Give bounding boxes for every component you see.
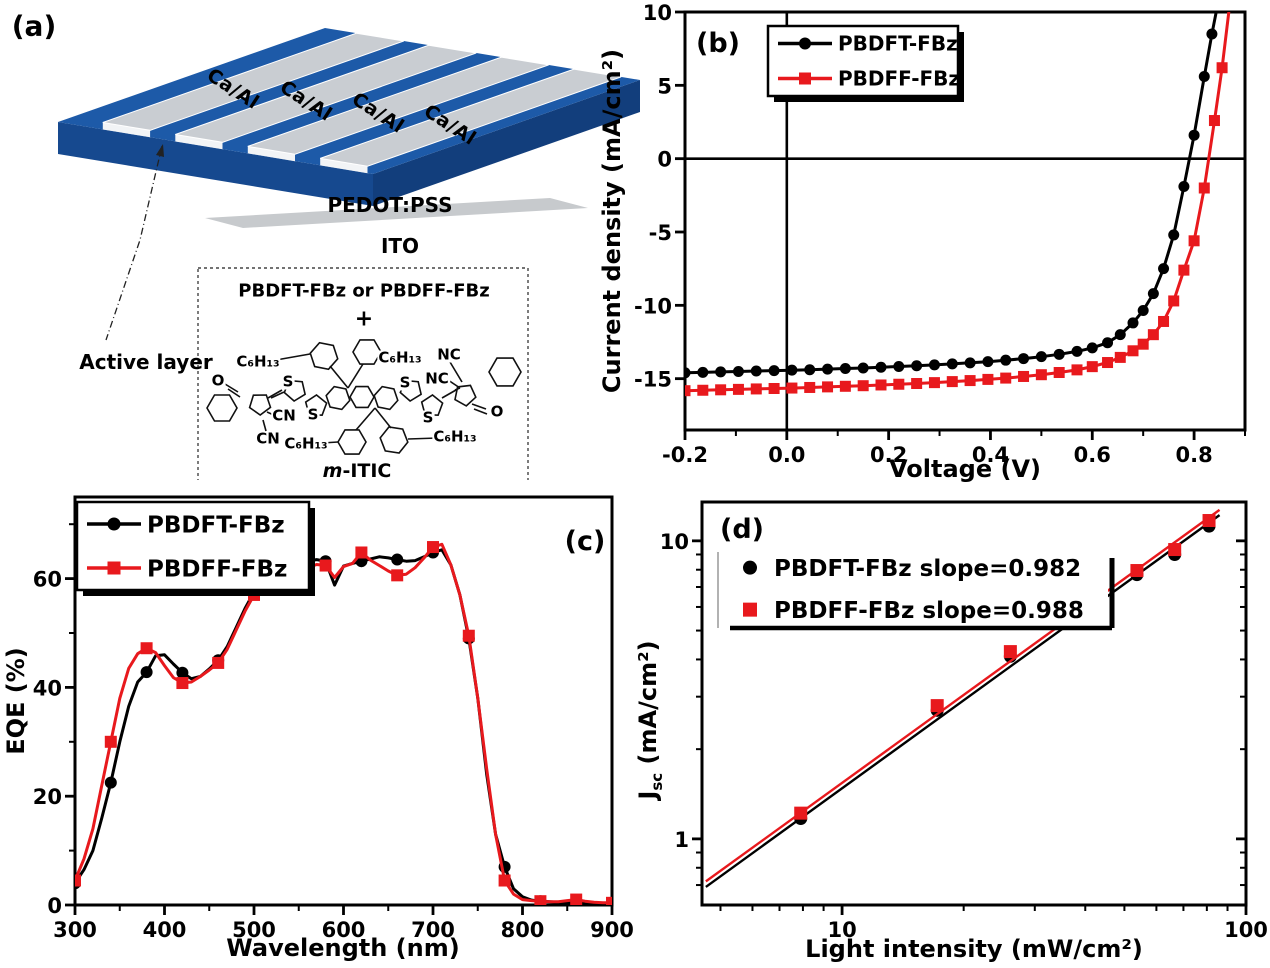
panel-label-d: (d) <box>720 514 764 545</box>
y-axis-label: Current density (mA/cm²) <box>600 49 626 393</box>
svg-text:500: 500 <box>232 918 276 942</box>
svg-text:0: 0 <box>657 148 672 172</box>
svg-text:-15: -15 <box>634 368 672 392</box>
plot-border <box>683 10 1247 432</box>
electrode-stripe <box>320 68 622 167</box>
electrode-edge <box>102 122 151 138</box>
legend-label: PBDFT-FBz slope=0.982 <box>774 556 1081 582</box>
active-layer-front <box>58 122 373 206</box>
legend: PBDFT-FBz PBDFF-FBz <box>766 24 964 102</box>
legend: PBDFT-FBz slope=0.982 PBDFF-FBz slope=0.9… <box>717 544 1115 631</box>
svg-text:900: 900 <box>590 918 634 942</box>
plot-border <box>700 500 1248 907</box>
svg-text:700: 700 <box>411 918 455 942</box>
hexyl-label: C₆H₁₃ <box>235 352 281 371</box>
plus-sign: + <box>354 306 374 332</box>
y-axis-label: EQE (%) <box>2 647 30 755</box>
blend-dashed-box <box>197 267 529 480</box>
svg-text:60: 60 <box>33 568 62 592</box>
legend-label: PBDFF-FBz <box>838 67 960 91</box>
hexyl-label: C₆H₁₃ <box>283 434 329 453</box>
legend-label: PBDFF-FBz slope=0.988 <box>774 598 1084 624</box>
svg-text:800: 800 <box>501 918 545 942</box>
atom-label-o: O <box>489 402 505 421</box>
pedot-layer-label: PEDOT:PSS <box>327 193 453 217</box>
axis-ticks <box>675 10 1246 440</box>
series-line <box>75 548 612 905</box>
molecule-name: m-ITIC <box>323 460 392 482</box>
panel-label-b: (b) <box>696 28 740 59</box>
series-line <box>75 542 612 905</box>
ito-layer-label: ITO <box>380 234 420 258</box>
x-axis-label: Light intensity (mW/cm²) <box>805 935 1143 963</box>
svg-text:20: 20 <box>33 785 62 809</box>
atom-label-s: S <box>398 373 412 392</box>
device-schematic <box>58 28 640 480</box>
atom-label-cn: CN <box>271 406 297 425</box>
electrode-edge <box>320 158 368 174</box>
electrode-stripe <box>247 56 549 155</box>
x-axis-label: Voltage (V) <box>889 455 1041 483</box>
panel-label-a: (a) <box>11 9 57 43</box>
hexyl-label: C₆H₁₃ <box>377 348 423 367</box>
atom-label-nc: NC <box>436 345 462 364</box>
molecule-skeleton <box>206 339 522 455</box>
atom-label-nc: NC <box>424 369 450 388</box>
x-axis-label: Wavelength (nm) <box>226 934 459 962</box>
active-layer-side <box>373 80 640 206</box>
y-axis-label: Jsc (mA/cm²) <box>634 640 666 801</box>
plot-border <box>73 495 614 907</box>
svg-text:10: 10 <box>660 530 689 554</box>
svg-text:0: 0 <box>47 894 62 918</box>
svg-text:0.2: 0.2 <box>870 443 907 467</box>
atom-label-cn: CN <box>255 429 281 448</box>
svg-text:40: 40 <box>33 676 62 700</box>
electrode-edge <box>247 146 295 162</box>
jv-curve-chart: -0.2 0.0 0.2 0.4 0.6 0.8 10 5 0 -5 -10 -15 Voltage (… <box>600 1 1247 483</box>
ito-slab <box>205 198 588 228</box>
active-layer-arrow <box>105 145 163 341</box>
atom-label-o: O <box>210 371 226 390</box>
svg-text:0.8: 0.8 <box>1175 443 1212 467</box>
svg-text:0.0: 0.0 <box>768 443 805 467</box>
svg-text:0.6: 0.6 <box>1074 443 1111 467</box>
atom-label-s: S <box>421 408 435 427</box>
series-group <box>685 12 1231 397</box>
legend-label: PBDFT-FBz <box>147 512 285 538</box>
svg-text:300: 300 <box>53 918 97 942</box>
eqe-spectrum-chart: 300 400 500 600 700 800 900 0 20 40 60 Wavelength (… <box>2 495 634 962</box>
atom-label-s: S <box>281 372 295 391</box>
tick-labels: 300 400 500 600 700 800 900 0 20 40 60 <box>33 568 634 942</box>
legend: PBDFT-FBz PBDFF-FBz <box>75 500 315 596</box>
svg-text:600: 600 <box>322 918 366 942</box>
legend-label: PBDFF-FBz <box>147 556 287 582</box>
svg-text:5: 5 <box>657 74 672 98</box>
svg-text:1: 1 <box>674 828 689 852</box>
legend-label: PBDFT-FBz <box>838 32 958 56</box>
molecule-name-rest: -ITIC <box>342 460 392 482</box>
atom-label-s: S <box>306 405 320 424</box>
electrode-stripe <box>102 32 404 131</box>
hexyl-label: C₆H₁₃ <box>432 427 478 446</box>
active-layer-label: Active layer <box>79 350 213 374</box>
svg-text:10: 10 <box>643 1 672 25</box>
tick-labels: 10 100 1 10 <box>660 530 1268 942</box>
series-group <box>75 541 612 905</box>
panel-label-c: (c) <box>565 526 606 557</box>
molecule-name-italic: m <box>322 460 343 482</box>
svg-text:10: 10 <box>827 918 856 942</box>
electrode-stripe <box>175 44 477 143</box>
svg-text:400: 400 <box>143 918 187 942</box>
svg-text:0.4: 0.4 <box>972 443 1009 467</box>
svg-text:100: 100 <box>1224 918 1268 942</box>
tick-labels: -0.2 0.0 0.2 0.4 0.6 0.8 10 5 0 -5 -10 -15 <box>634 1 1213 467</box>
arrowhead <box>156 144 164 157</box>
svg-text:-5: -5 <box>649 221 672 245</box>
molecule-title: PBDFT-FBz or PBDFF-FBz <box>238 280 490 302</box>
svg-text:-0.2: -0.2 <box>662 443 708 467</box>
electrode-edge <box>175 134 223 150</box>
svg-text:-10: -10 <box>634 294 672 318</box>
